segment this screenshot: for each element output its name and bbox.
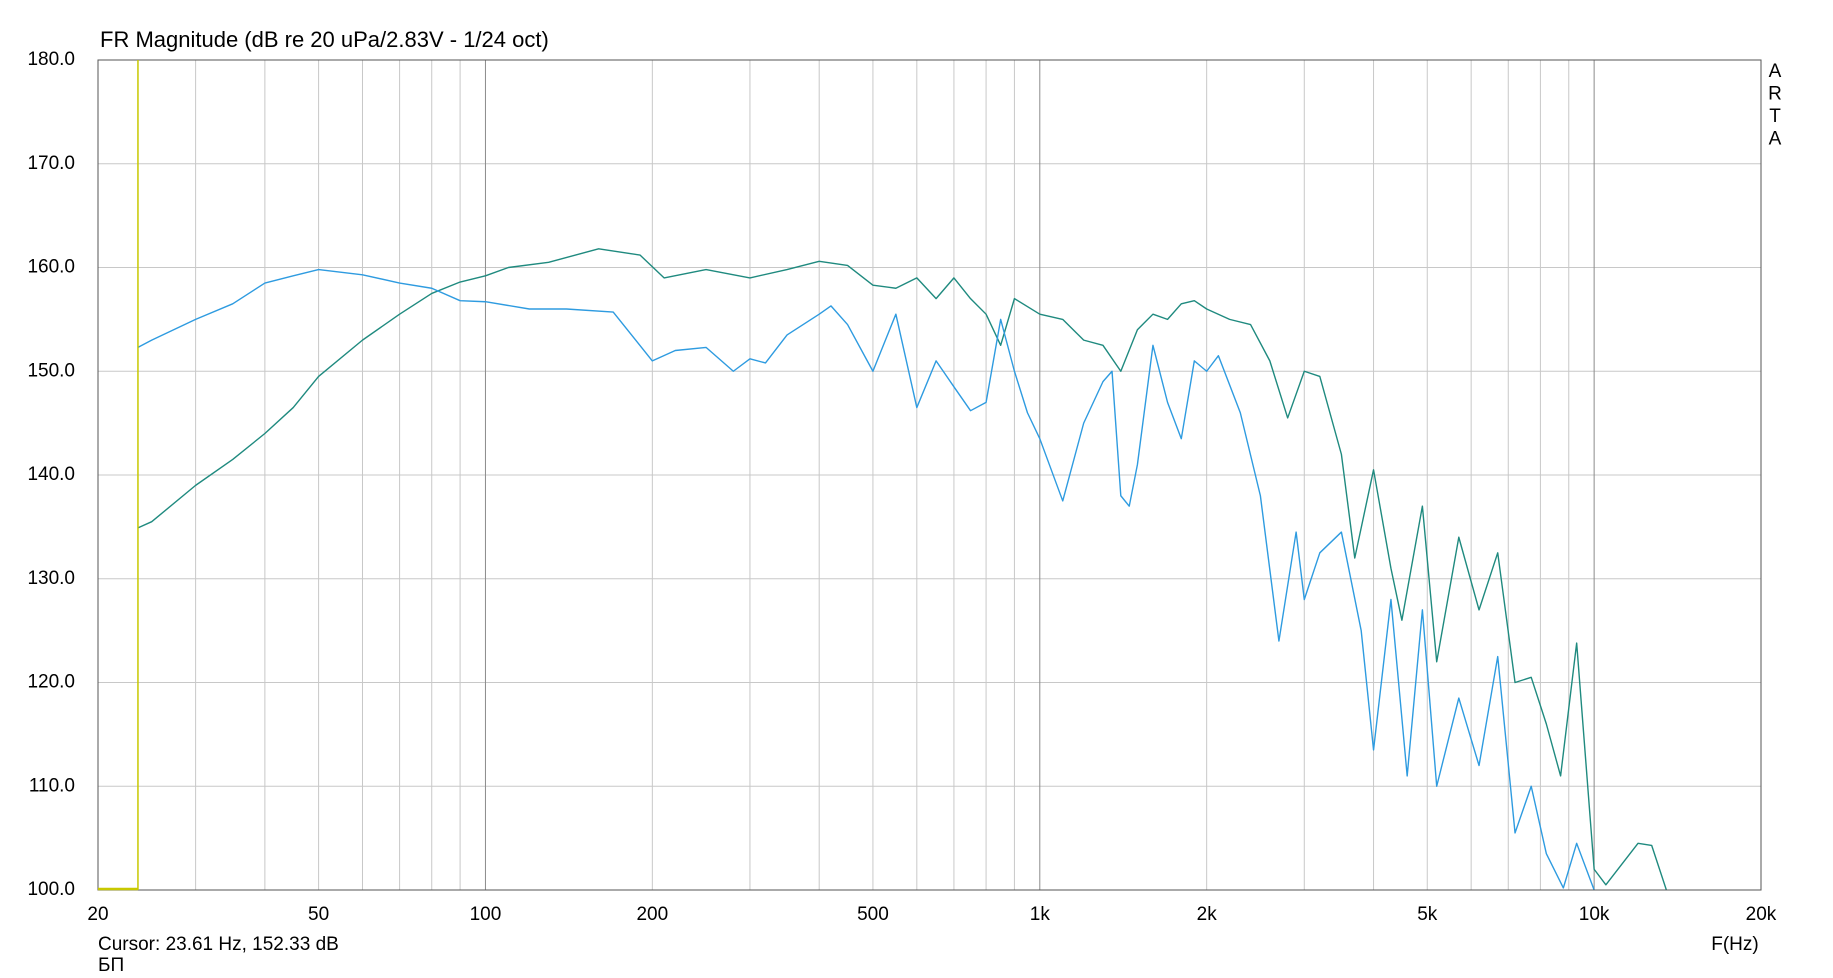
x-tick-label: 100 — [470, 904, 502, 925]
watermark-letter: T — [1769, 106, 1781, 127]
y-tick-label: 130.0 — [27, 568, 75, 589]
y-tick-label: 140.0 — [27, 464, 75, 485]
x-tick-label: 500 — [857, 904, 889, 925]
x-tick-label: 50 — [308, 904, 329, 925]
x-axis-label: F(Hz) — [1711, 934, 1758, 955]
x-tick-label: 20 — [87, 904, 108, 925]
y-tick-label: 150.0 — [27, 360, 75, 381]
plot-lines — [137, 248, 1668, 890]
x-tick-label: 20k — [1746, 904, 1777, 925]
cursor-readout: Cursor: 23.61 Hz, 152.33 dB — [98, 934, 339, 955]
y-tick-label: 180.0 — [27, 49, 75, 70]
x-tick-label: 10k — [1579, 904, 1610, 925]
y-tick-label: 100.0 — [27, 879, 75, 900]
grid — [97, 59, 1762, 891]
y-tick-label: 160.0 — [27, 257, 75, 278]
watermark-letter: R — [1768, 84, 1782, 105]
watermark-letter: A — [1769, 61, 1782, 82]
x-tick-label: 1k — [1030, 904, 1051, 925]
x-tick-label: 2k — [1197, 904, 1218, 925]
watermark-letter: A — [1769, 129, 1782, 150]
series-line — [137, 268, 1595, 890]
x-tick-label: 200 — [636, 904, 668, 925]
y-tick-label: 120.0 — [27, 672, 75, 693]
plot-frame — [97, 59, 1762, 891]
x-tick-label: 5k — [1417, 904, 1438, 925]
y-tick-label: 110.0 — [29, 775, 75, 796]
footer: БП — [98, 955, 124, 976]
series-line — [137, 248, 1668, 890]
y-tick-label: 170.0 — [27, 153, 75, 174]
chart-title: FR Magnitude (dB re 20 uPa/2.83V - 1/24 … — [100, 27, 549, 52]
